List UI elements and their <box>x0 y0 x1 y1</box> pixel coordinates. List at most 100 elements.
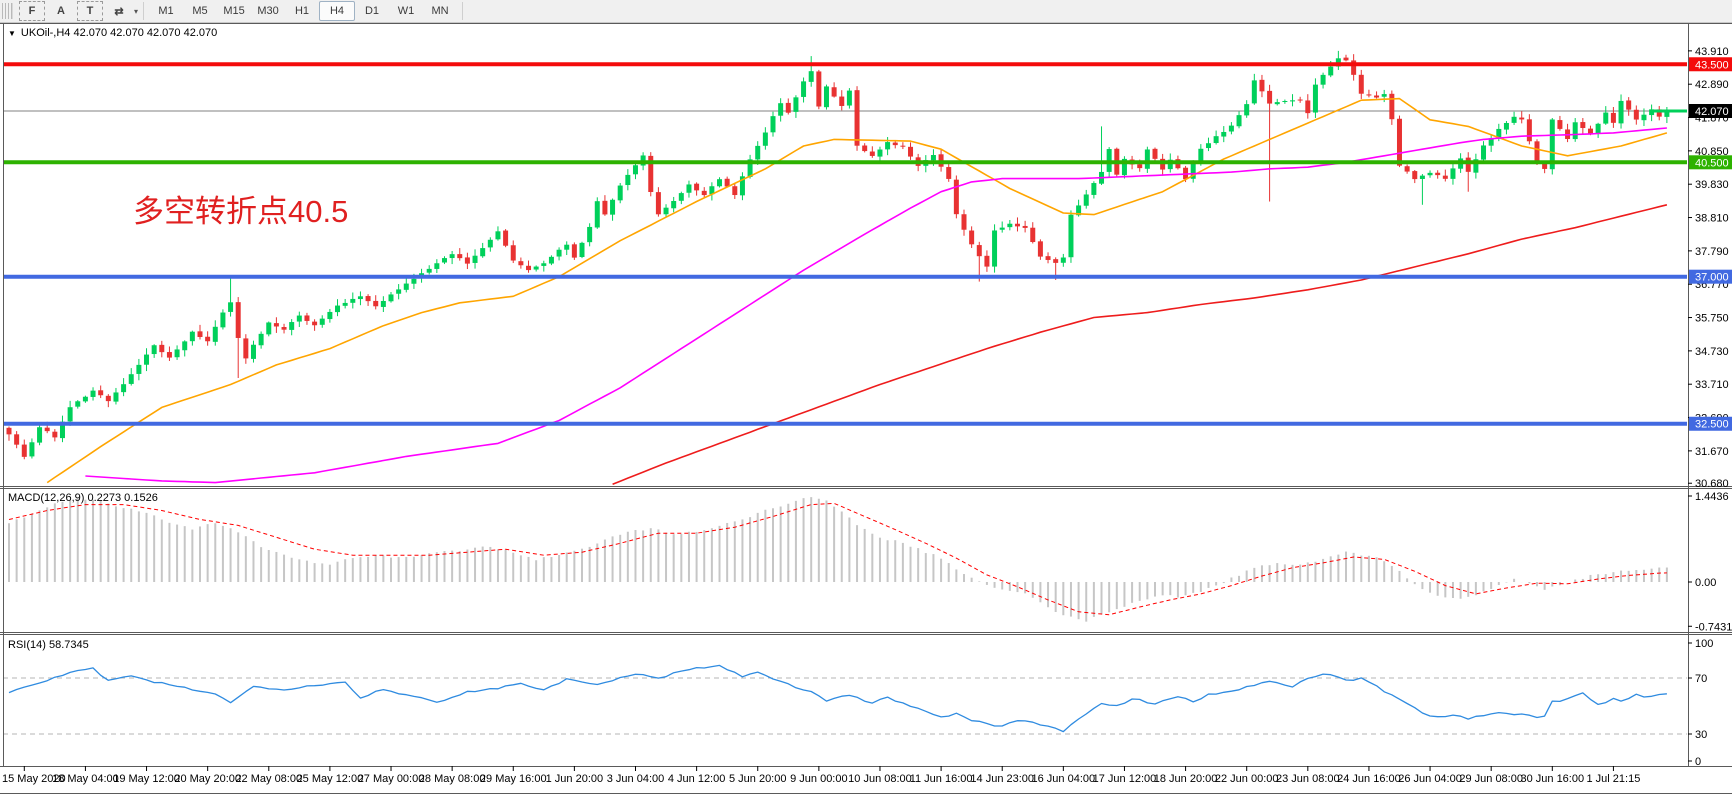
main-chart-plot[interactable] <box>3 50 1688 485</box>
candle <box>625 169 631 191</box>
candle <box>1435 170 1441 179</box>
candle <box>373 295 379 310</box>
candle <box>999 221 1005 233</box>
candle <box>197 324 203 340</box>
candle <box>1335 50 1341 70</box>
chart-annotation-text[interactable]: 多空转折点40.5 <box>133 194 349 229</box>
candle <box>1565 123 1571 143</box>
candle <box>205 331 211 346</box>
time-axis-label: 22 May 08:00 <box>235 773 302 785</box>
timeframe-button-h4[interactable]: H4 <box>319 1 356 21</box>
toolbar-separator <box>143 2 145 20</box>
chart-title-text: UKOil-,H4 42.070 42.070 42.070 42.070 <box>20 27 218 39</box>
candle <box>1664 106 1670 124</box>
svg-text:42.070: 42.070 <box>1695 106 1729 118</box>
candle <box>885 137 891 156</box>
candle <box>144 348 150 372</box>
toolbar-drag-handle-icon[interactable] <box>2 3 13 19</box>
time-axis-label: 24 Jun 16:00 <box>1337 773 1401 785</box>
timeframe-button-h1[interactable]: H1 <box>294 5 310 17</box>
macd-plot[interactable] <box>8 497 1668 622</box>
rsi-plot[interactable] <box>3 664 1688 735</box>
candle <box>900 142 906 150</box>
cursor-arrows-icon[interactable]: ⇄ <box>114 5 124 18</box>
candle <box>1160 153 1166 176</box>
candle <box>472 249 478 269</box>
chart-title[interactable]: ▼ UKOil-,H4 42.070 42.070 42.070 42.070 <box>8 27 217 39</box>
svg-text:43.500: 43.500 <box>1695 59 1729 71</box>
candle <box>1358 69 1364 99</box>
chart-dropdown-icon[interactable]: ▼ <box>8 28 16 38</box>
candle <box>1236 111 1242 129</box>
price-badge: 32.500 <box>1689 416 1732 431</box>
candle <box>14 431 20 449</box>
time-axis-label: 11 Jun 16:00 <box>910 773 973 785</box>
candle <box>610 198 616 221</box>
candle <box>992 224 998 273</box>
text-box-icon[interactable]: T <box>77 1 103 21</box>
candle <box>480 242 486 258</box>
candle <box>289 319 295 336</box>
candle <box>1007 219 1013 231</box>
candle <box>503 229 509 248</box>
candle <box>617 182 623 204</box>
candle <box>1312 78 1318 118</box>
candle <box>1519 111 1525 124</box>
time-axis-label: 4 Jun 12:00 <box>668 773 726 785</box>
candle <box>189 330 195 346</box>
candle <box>732 183 738 199</box>
candle <box>1396 115 1402 168</box>
candle <box>854 86 860 151</box>
candle <box>365 294 371 306</box>
ma-fast-orange-line <box>46 97 1668 484</box>
time-axis-label: 18 May 04:00 <box>52 773 119 785</box>
svg-text:40.500: 40.500 <box>1695 157 1729 169</box>
candle <box>1465 152 1471 192</box>
candle <box>1557 115 1563 131</box>
candle <box>67 400 73 426</box>
candle <box>52 429 58 442</box>
timeframe-button-m1[interactable]: M1 <box>158 5 174 17</box>
candle <box>801 77 807 103</box>
candle <box>1503 121 1509 135</box>
timeframe-button-m30[interactable]: M30 <box>257 5 279 17</box>
timeframe-button-m5[interactable]: M5 <box>192 5 208 17</box>
candle <box>984 250 990 272</box>
time-axis-label: 14 Jun 23:00 <box>970 773 1034 785</box>
candle <box>1045 252 1051 264</box>
time-axis-label: 25 May 12:00 <box>297 773 364 785</box>
time-axis-label: 29 Jun 08:00 <box>1459 773 1523 785</box>
timeframe-button-d1[interactable]: D1 <box>364 5 380 17</box>
candle <box>29 438 35 459</box>
candle <box>128 368 134 386</box>
candle <box>90 387 96 401</box>
candle <box>518 257 524 269</box>
price-axis-label: 30.680 <box>1695 478 1729 490</box>
candle <box>1656 106 1662 121</box>
candle <box>1037 239 1043 260</box>
price-axis[interactable]: 43.91042.89041.87040.85039.83038.81037.7… <box>1688 46 1732 768</box>
candle <box>396 284 402 300</box>
timeframe-button-w1[interactable]: W1 <box>397 5 415 17</box>
candle <box>403 277 409 293</box>
timeframe-button-mn[interactable]: MN <box>431 5 449 17</box>
text-label-icon[interactable]: A <box>57 5 65 17</box>
timeframe-button-m15[interactable]: M15 <box>223 5 245 17</box>
candle <box>266 321 272 337</box>
candle <box>564 241 570 256</box>
candle <box>1603 106 1609 125</box>
panel-borders <box>0 23 1732 794</box>
dropdown-caret-icon[interactable]: ▾ <box>134 6 139 16</box>
candle <box>1244 100 1250 118</box>
candle <box>1267 84 1273 202</box>
time-axis-label: 23 Jun 08:00 <box>1276 773 1340 785</box>
new-order-grid-icon[interactable]: F <box>19 1 45 21</box>
rsi-axis-label: 0 <box>1695 756 1701 768</box>
candle <box>869 146 875 158</box>
candle <box>151 344 157 358</box>
candle <box>304 312 310 325</box>
candle <box>1442 169 1448 182</box>
candle <box>877 146 883 163</box>
